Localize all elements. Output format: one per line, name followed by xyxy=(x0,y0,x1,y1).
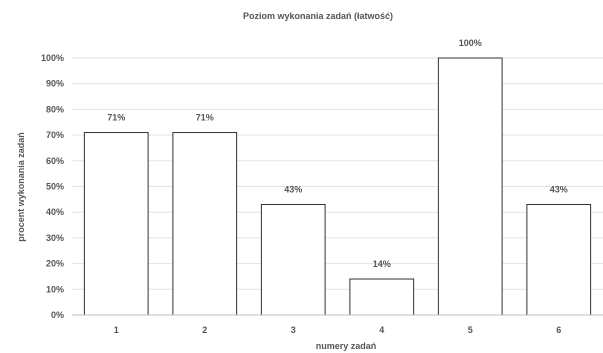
gridlines xyxy=(72,58,603,289)
bar xyxy=(261,204,325,315)
data-label: 43% xyxy=(550,184,568,194)
bar xyxy=(84,133,148,315)
bar xyxy=(173,133,237,315)
y-tick-label: 0% xyxy=(51,310,64,320)
data-label: 100% xyxy=(459,38,482,48)
data-label: 43% xyxy=(284,184,302,194)
data-label: 71% xyxy=(107,113,125,123)
y-tick-label: 20% xyxy=(46,259,64,269)
y-axis-title: procent wykonania zadań xyxy=(16,132,26,242)
x-tick-label: 6 xyxy=(556,325,561,335)
y-tick-label: 40% xyxy=(46,207,64,217)
y-tick-label: 70% xyxy=(46,130,64,140)
y-tick-label: 90% xyxy=(46,79,64,89)
x-tick-label: 2 xyxy=(202,325,207,335)
bar xyxy=(438,58,502,315)
chart-title: Poziom wykonania zadań (łatwość) xyxy=(243,11,393,21)
data-label: 14% xyxy=(373,259,391,269)
x-tick-label: 3 xyxy=(291,325,296,335)
x-tick-label: 4 xyxy=(379,325,384,335)
x-axis-ticks: 1 2 3 4 5 6 xyxy=(114,325,562,335)
y-tick-label: 10% xyxy=(46,284,64,294)
y-tick-label: 60% xyxy=(46,156,64,166)
y-tick-label: 30% xyxy=(46,233,64,243)
y-tick-label: 100% xyxy=(41,53,64,63)
x-tick-label: 5 xyxy=(468,325,473,335)
data-label: 71% xyxy=(196,113,214,123)
bar xyxy=(527,204,591,315)
y-tick-label: 50% xyxy=(46,182,64,192)
y-tick-label: 80% xyxy=(46,104,64,114)
y-axis-ticks: 0% 10% 20% 30% 40% 50% 60% 70% 80% 90% 100% xyxy=(41,53,64,320)
bar xyxy=(350,279,414,315)
x-tick-label: 1 xyxy=(114,325,119,335)
x-axis-title: numery zadań xyxy=(316,341,377,351)
